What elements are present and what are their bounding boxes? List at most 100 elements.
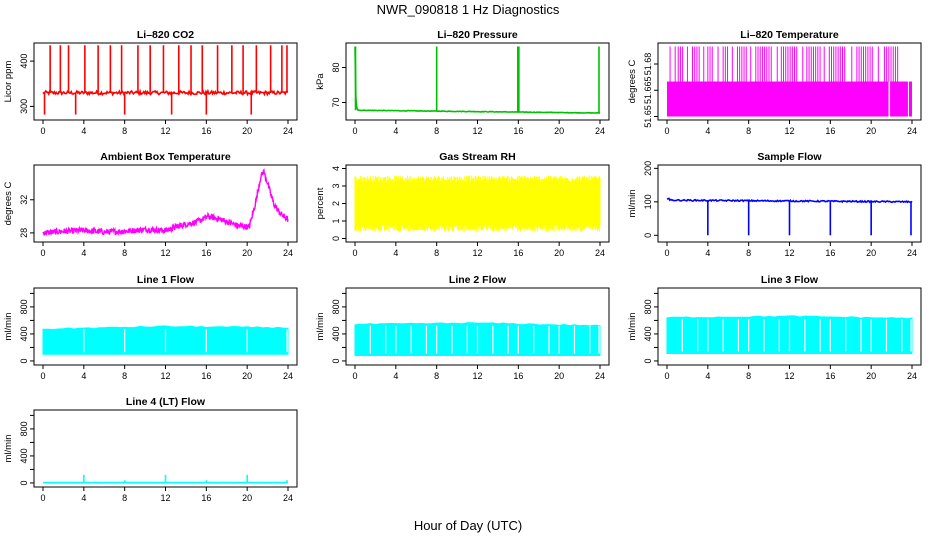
panel-title: Li–820 CO2 (137, 29, 194, 41)
x-tick-label: 24 (283, 248, 293, 258)
x-tick-label: 24 (907, 248, 917, 258)
y-tick-label: 32 (19, 195, 29, 205)
x-tick-label: 4 (393, 371, 398, 381)
y-tick-label: 100 (643, 194, 653, 209)
x-tick-label: 12 (472, 126, 482, 136)
x-tick-label: 4 (393, 248, 398, 258)
panel-title: Ambient Box Temperature (100, 151, 231, 163)
x-tick-label: 8 (122, 371, 127, 381)
panel-2: Li–820 Pressure 0 4 8 12 16 20 24 70 80 kPa (315, 29, 610, 136)
y-tick-label: 0 (643, 358, 653, 363)
y-tick-label: 70 (331, 97, 341, 107)
x-tick-label: 12 (160, 371, 170, 381)
y-axis-label: Licor ppm (3, 61, 14, 103)
x-tick-label: 0 (40, 371, 45, 381)
x-tick-label: 12 (160, 248, 170, 258)
y-tick-label: 800 (19, 421, 29, 436)
x-tick-label: 16 (513, 126, 523, 136)
panel-6: Sample Flow 0 4 8 12 16 20 24 0 100 200 ml/min (627, 151, 922, 258)
x-tick-label: 16 (201, 126, 211, 136)
x-tick-label: 0 (352, 126, 357, 136)
x-tick-label: 20 (242, 126, 252, 136)
y-tick-label: 400 (19, 54, 29, 69)
y-tick-label: 4 (331, 166, 341, 171)
x-tick-label: 20 (242, 248, 252, 258)
x-tick-label: 24 (283, 493, 293, 503)
x-tick-label: 20 (866, 371, 876, 381)
panel-title: Line 4 (LT) Flow (126, 396, 206, 408)
panel-1: Li–820 CO2 0 4 8 12 16 20 24 300 400 Licor ppm (3, 29, 298, 136)
gap (907, 81, 909, 117)
y-axis-label: degrees C (3, 181, 14, 225)
panel-title: Sample Flow (757, 151, 822, 163)
y-axis-label: percent (315, 187, 326, 219)
panel-4: Ambient Box Temperature 0 4 8 12 16 20 24 28 32 de… (3, 151, 298, 258)
x-tick-label: 4 (705, 126, 710, 136)
y-tick-label: 1 (331, 218, 341, 223)
x-tick-label: 20 (554, 126, 564, 136)
panel-title: Li–820 Pressure (437, 29, 518, 41)
y-tick-label: 51.65 (643, 105, 653, 128)
y-tick-label: 0 (19, 358, 29, 363)
x-tick-label: 0 (40, 493, 45, 503)
x-tick-label: 8 (434, 248, 439, 258)
x-tick-label: 16 (825, 371, 835, 381)
x-tick-label: 8 (746, 371, 751, 381)
x-tick-label: 8 (434, 371, 439, 381)
x-tick-label: 16 (201, 371, 211, 381)
x-tick-label: 4 (81, 371, 86, 381)
y-axis-label: ml/min (3, 435, 14, 463)
panel-title: Line 2 Flow (449, 274, 507, 286)
x-tick-label: 4 (705, 371, 710, 381)
x-tick-label: 0 (664, 371, 669, 381)
y-tick-label: 300 (19, 99, 29, 114)
x-tick-label: 12 (472, 248, 482, 258)
y-tick-label: 800 (331, 299, 341, 314)
series-line (354, 46, 601, 114)
x-tick-label: 8 (746, 248, 751, 258)
x-tick-label: 4 (81, 493, 86, 503)
level-band (667, 81, 912, 117)
x-tick-label: 24 (595, 248, 605, 258)
panel-9: Line 3 Flow 0 4 8 12 16 20 24 0 400 800 ml/min (627, 274, 922, 381)
panel-title: Li–820 Temperature (740, 29, 839, 41)
x-tick-label: 16 (201, 248, 211, 258)
x-tick-label: 20 (242, 371, 252, 381)
y-tick-label: 200 (643, 161, 653, 176)
x-tick-label: 20 (866, 126, 876, 136)
x-tick-label: 16 (201, 493, 211, 503)
panel-3: Li–820 Temperature 0 4 8 12 16 20 24 51.6551.665… (627, 29, 922, 136)
x-tick-label: 0 (664, 248, 669, 258)
plot-frame (345, 42, 610, 121)
x-tick-label: 20 (242, 493, 252, 503)
panel-8: Line 2 Flow 0 4 8 12 16 20 24 0 400 800 ml/min (315, 274, 610, 381)
x-tick-label: 8 (122, 248, 127, 258)
x-tick-label: 8 (122, 126, 127, 136)
y-axis-label: ml/min (315, 313, 326, 341)
panel-title: Line 3 Flow (761, 274, 819, 286)
x-tick-label: 20 (554, 248, 564, 258)
x-tick-label: 16 (513, 371, 523, 381)
y-tick-label: 51.665 (643, 76, 653, 104)
x-tick-label: 8 (434, 126, 439, 136)
x-tick-label: 24 (283, 126, 293, 136)
x-tick-label: 4 (393, 126, 398, 136)
y-tick-label: 28 (19, 228, 29, 238)
x-tick-label: 20 (554, 371, 564, 381)
y-tick-label: 800 (643, 299, 653, 314)
x-tick-label: 16 (513, 248, 523, 258)
panel-title: Gas Stream RH (439, 151, 515, 163)
x-tick-label: 24 (595, 126, 605, 136)
x-tick-label: 12 (784, 371, 794, 381)
y-tick-label: 400 (19, 448, 29, 463)
x-tick-label: 8 (122, 493, 127, 503)
x-tick-label: 4 (81, 126, 86, 136)
x-tick-label: 0 (352, 248, 357, 258)
x-tick-label: 24 (907, 371, 917, 381)
y-tick-label: 0 (331, 358, 341, 363)
panel-7: Line 1 Flow 0 4 8 12 16 20 24 0 400 800 ml/min (3, 274, 298, 381)
x-tick-label: 16 (825, 126, 835, 136)
y-tick-label: 400 (331, 326, 341, 341)
x-tick-label: 12 (784, 248, 794, 258)
